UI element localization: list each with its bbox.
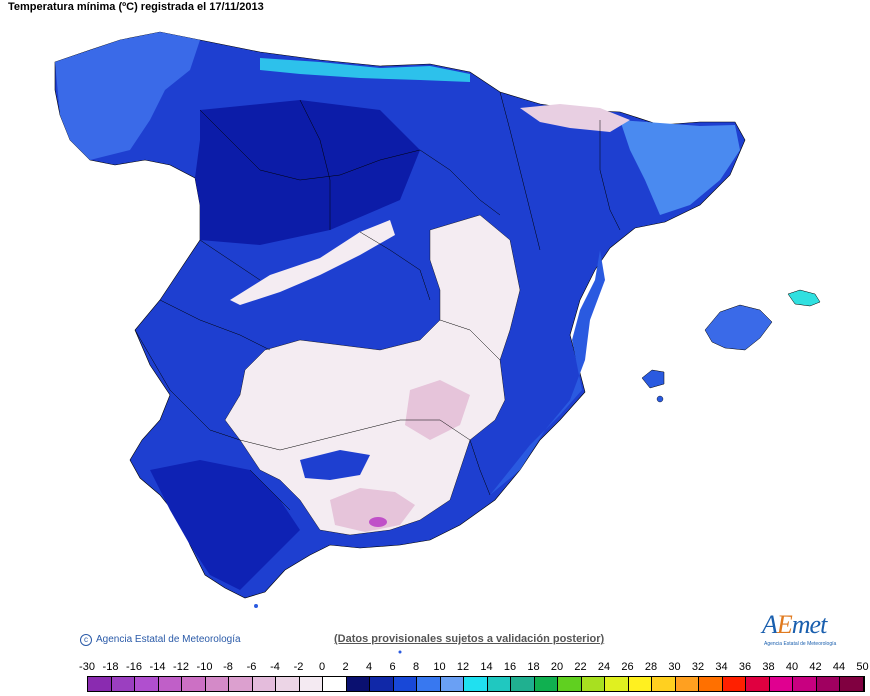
legend-label: 44 xyxy=(832,661,846,673)
legend-swatch xyxy=(135,677,159,691)
legend-label: -30 xyxy=(79,661,95,673)
legend-label: 32 xyxy=(691,661,705,673)
legend-swatch xyxy=(276,677,300,691)
legend-swatch xyxy=(393,677,417,691)
legend-label: 24 xyxy=(597,661,611,673)
legend-label: 28 xyxy=(644,661,658,673)
legend-swatch xyxy=(793,677,817,691)
legend-swatch xyxy=(464,677,488,691)
legend-swatch xyxy=(182,677,206,691)
legend-label: 18 xyxy=(527,661,540,673)
central-pink-zone xyxy=(405,380,470,440)
legend-swatch xyxy=(699,677,723,691)
legend-swatch xyxy=(205,677,229,691)
aemet-logo: AEmet Agencia Estatal de Meteorología xyxy=(758,610,848,650)
temperature-map xyxy=(54,31,821,654)
legend-label: 2 xyxy=(342,661,349,673)
legend-label: 8 xyxy=(412,661,420,673)
legend-label: -6 xyxy=(246,661,257,673)
legend-label: 26 xyxy=(621,661,634,673)
legend-swatch xyxy=(252,677,276,691)
legend-swatch xyxy=(769,677,793,691)
gibraltar-dot xyxy=(254,604,258,608)
north-coast-cold xyxy=(260,58,470,82)
legend-swatch xyxy=(511,677,535,691)
legend-label: -4 xyxy=(270,661,280,673)
legend-swatch xyxy=(605,677,629,691)
legend-label: -14 xyxy=(149,661,166,673)
legend-label: 20 xyxy=(550,661,564,673)
aemet-logo-subtitle: Agencia Estatal de Meteorología xyxy=(764,641,837,647)
sierra-nevada-peak xyxy=(369,517,387,527)
legend-swatch xyxy=(652,677,676,691)
legend-label: 36 xyxy=(738,661,752,673)
legend-label: 38 xyxy=(762,661,775,673)
legend-swatch xyxy=(534,677,558,691)
legend-swatch xyxy=(440,677,464,691)
map-title: Temperatura mínima (ºC) registrada el 17… xyxy=(8,1,264,13)
legend-label: 16 xyxy=(503,661,517,673)
legend-swatch xyxy=(722,677,746,691)
legend-label: 14 xyxy=(480,661,493,673)
agency-credit: c Agencia Estatal de Meteorología xyxy=(80,634,241,646)
legend-swatch xyxy=(675,677,699,691)
legend-swatch xyxy=(581,677,605,691)
legend-label: 6 xyxy=(389,661,396,673)
mallorca-island xyxy=(704,304,773,351)
legend-swatch xyxy=(746,677,770,691)
legend-label: -16 xyxy=(126,661,142,673)
legend-label: 34 xyxy=(715,661,728,673)
legend-swatch xyxy=(816,677,840,691)
legend-swatch xyxy=(370,677,394,691)
legend-label: -10 xyxy=(196,661,213,673)
legend-swatch xyxy=(558,677,582,691)
copyright-icon: c xyxy=(80,634,92,646)
legend-swatch xyxy=(299,677,323,691)
guadalquivir-zone xyxy=(300,450,370,480)
legend-label: -8 xyxy=(223,661,233,673)
catalonia-zone xyxy=(620,120,740,215)
legend-label: -12 xyxy=(173,661,189,673)
central-mountains-cold xyxy=(230,220,395,305)
legend-swatch xyxy=(487,677,511,691)
menorca-island xyxy=(787,289,821,307)
aemet-logo-word: AEmet xyxy=(762,610,827,639)
agency-credit-text: Agencia Estatal de Meteorología xyxy=(96,634,241,645)
southwest-zone xyxy=(150,460,300,590)
legend-swatch xyxy=(323,677,347,691)
northwest-interior xyxy=(195,100,420,245)
legend-swatch xyxy=(229,677,253,691)
legend-label: 12 xyxy=(456,661,470,673)
legend-label: 22 xyxy=(574,661,587,673)
legend-swatch xyxy=(628,677,652,691)
ibiza-island xyxy=(641,369,665,389)
legend-swatch xyxy=(840,677,864,691)
legend-swatch xyxy=(346,677,370,691)
legend-labels: -30 -18 -16 -14 -12 -10 -8 -6 -4 -2 0 2 4 6 8 10 12 14 16 1… xyxy=(76,661,869,675)
legend-label: 0 xyxy=(318,661,326,673)
legend-label: -2 xyxy=(293,661,304,673)
legend-label: 10 xyxy=(433,661,446,673)
western-coast-zone xyxy=(55,32,200,160)
legend-label: 50 xyxy=(856,661,869,673)
legend-label: 30 xyxy=(668,661,681,673)
alboran-island xyxy=(398,650,402,654)
legend-label: -18 xyxy=(102,661,119,673)
sierra-nevada-pink xyxy=(330,488,415,532)
formentera-island xyxy=(656,395,664,403)
provisional-notice: (Datos provisionales sujetos a validació… xyxy=(334,633,605,645)
legend-swatch xyxy=(111,677,135,691)
pyrenees-cold xyxy=(520,104,630,132)
legend-swatch xyxy=(158,677,182,691)
legend-swatch xyxy=(88,677,112,691)
region-borders xyxy=(134,91,621,511)
legend-label: 40 xyxy=(785,661,799,673)
legend-color-bar xyxy=(87,676,865,692)
legend-swatch xyxy=(417,677,441,691)
legend-label: 4 xyxy=(365,661,373,673)
legend-label: 42 xyxy=(809,661,822,673)
